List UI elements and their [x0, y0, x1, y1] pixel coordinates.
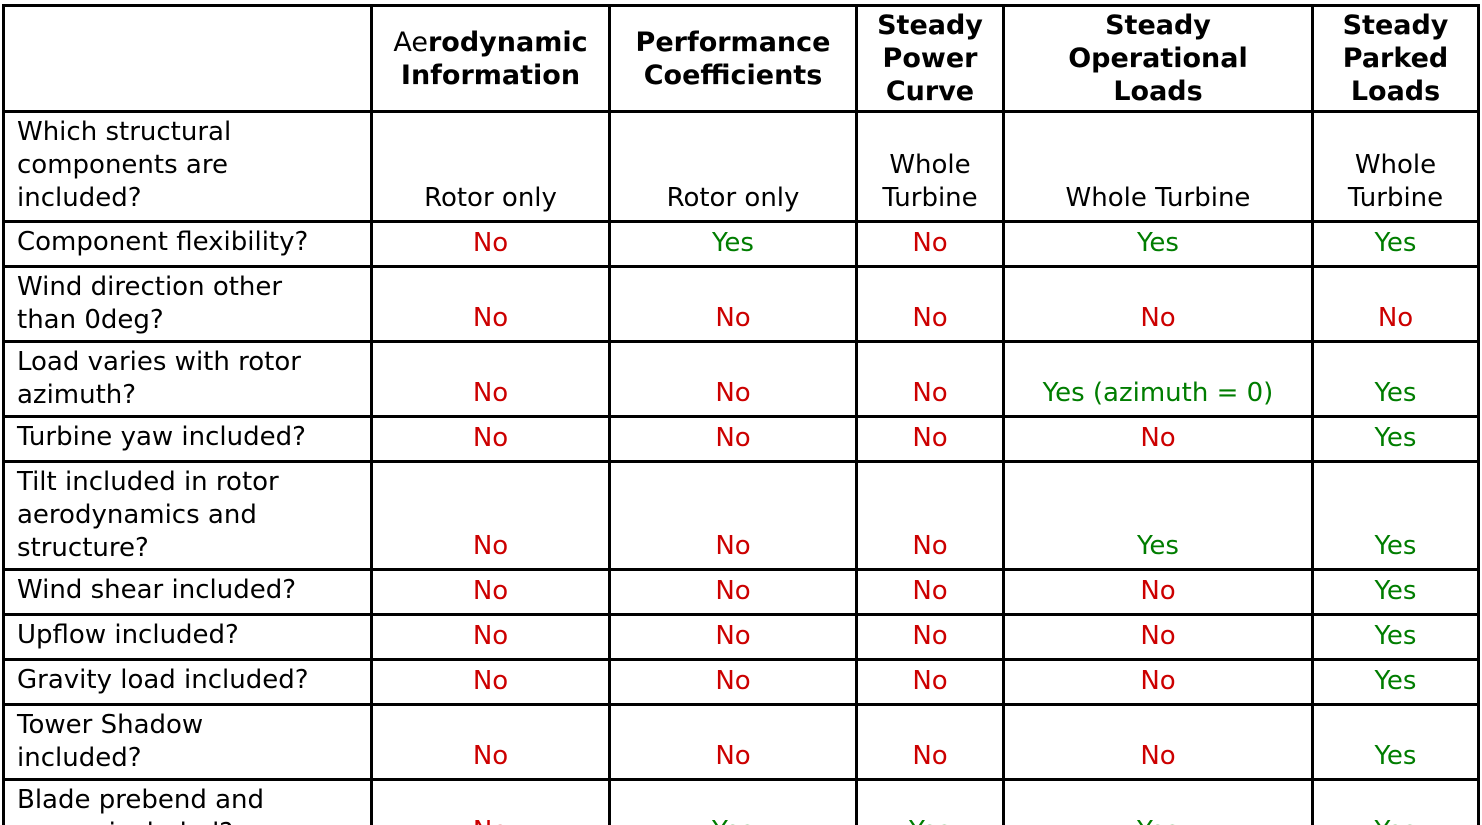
header-label: Steady Parked Loads — [1342, 10, 1449, 107]
table-row: Component flexibility? No Yes No Yes Yes — [2, 220, 1480, 268]
capability-comparison-table: Aerodynamic Information Performance Coef… — [2, 4, 1480, 825]
answer-cell: Yes — [855, 778, 1005, 825]
header-prefix: Ae — [393, 26, 428, 58]
answer-cell: Yes — [1002, 460, 1314, 571]
answer-cell: Rotor only — [370, 110, 611, 223]
answer-cell: No — [855, 658, 1005, 706]
table-row: Tilt included in rotor aerodynamics and … — [2, 460, 1480, 571]
answer-cell: No — [855, 568, 1005, 616]
corner-cell — [2, 4, 373, 113]
answer-cell: No — [370, 703, 611, 781]
answer-cell: Yes — [1002, 220, 1314, 268]
row-label: Which structural components are included… — [2, 110, 373, 223]
answer-cell: No — [370, 568, 611, 616]
table-row: Gravity load included? No No No No Yes — [2, 658, 1480, 706]
answer-cell: No — [370, 220, 611, 268]
answer-cell: No — [1311, 265, 1480, 343]
answer-cell: No — [370, 778, 611, 825]
header-label: Performance Coefficients — [635, 26, 831, 91]
column-header-performance-coefficients: Performance Coefficients — [608, 4, 858, 113]
column-header-aerodynamic-information: Aerodynamic Information — [370, 4, 611, 113]
answer-cell: Whole Turbine — [1002, 110, 1314, 223]
answer-cell: Yes — [1311, 220, 1480, 268]
answer-cell: Yes — [1311, 613, 1480, 661]
header-row: Aerodynamic Information Performance Coef… — [2, 4, 1480, 113]
answer-cell: No — [608, 568, 858, 616]
table-row: Wind shear included? No No No No Yes — [2, 568, 1480, 616]
column-header-steady-power-curve: Steady Power Curve — [855, 4, 1005, 113]
answer-cell: No — [370, 340, 611, 418]
answer-cell: No — [855, 265, 1005, 343]
answer-cell: No — [370, 265, 611, 343]
answer-cell: No — [1002, 568, 1314, 616]
answer-cell: No — [1002, 265, 1314, 343]
answer-cell: No — [855, 340, 1005, 418]
header-label: rodynamic Information — [400, 26, 588, 91]
row-label: Tilt included in rotor aerodynamics and … — [2, 460, 373, 571]
row-label: Turbine yaw included? — [2, 415, 373, 463]
row-label: Component flexibility? — [2, 220, 373, 268]
answer-cell: No — [1002, 613, 1314, 661]
row-label: Tower Shadow included? — [2, 703, 373, 781]
answer-cell: No — [370, 658, 611, 706]
answer-cell: No — [608, 340, 858, 418]
table-row: Blade prebend and sweep included? No Yes… — [2, 778, 1480, 825]
answer-cell: No — [608, 265, 858, 343]
answer-cell: Yes — [608, 220, 858, 268]
answer-cell: No — [608, 460, 858, 571]
answer-cell: No — [855, 613, 1005, 661]
row-label: Wind direction other than 0deg? — [2, 265, 373, 343]
table-row: Wind direction other than 0deg? No No No… — [2, 265, 1480, 343]
answer-cell: No — [608, 415, 858, 463]
answer-cell: Whole Turbine — [855, 110, 1005, 223]
answer-cell: Rotor only — [608, 110, 858, 223]
row-label: Gravity load included? — [2, 658, 373, 706]
column-header-steady-parked-loads: Steady Parked Loads — [1311, 4, 1480, 113]
answer-cell: Yes — [1311, 340, 1480, 418]
answer-cell: No — [855, 703, 1005, 781]
row-label: Load varies with rotor azimuth? — [2, 340, 373, 418]
header-label: Steady Power Curve — [877, 10, 983, 107]
answer-cell: Yes — [608, 778, 858, 825]
row-label: Blade prebend and sweep included? — [2, 778, 373, 825]
answer-cell: No — [608, 613, 858, 661]
table-row: Tower Shadow included? No No No No Yes — [2, 703, 1480, 781]
answer-cell: Yes — [1311, 415, 1480, 463]
header-label: Steady Operational Loads — [1068, 10, 1248, 107]
answer-cell: Yes (azimuth = 0) — [1002, 340, 1314, 418]
answer-cell: No — [370, 460, 611, 571]
answer-cell: No — [855, 415, 1005, 463]
answer-cell: Whole Turbine — [1311, 110, 1480, 223]
answer-cell: No — [1002, 415, 1314, 463]
answer-cell: No — [370, 415, 611, 463]
answer-cell: No — [855, 220, 1005, 268]
answer-cell: Yes — [1311, 460, 1480, 571]
answer-cell: No — [1002, 703, 1314, 781]
table-row: Upflow included? No No No No Yes — [2, 613, 1480, 661]
table-row: Load varies with rotor azimuth? No No No… — [2, 340, 1480, 418]
table-row: Turbine yaw included? No No No No Yes — [2, 415, 1480, 463]
answer-cell: Yes — [1311, 658, 1480, 706]
table-row: Which structural components are included… — [2, 110, 1480, 223]
answer-cell: Yes — [1311, 568, 1480, 616]
answer-cell: No — [608, 703, 858, 781]
column-header-steady-operational-loads: Steady Operational Loads — [1002, 4, 1314, 113]
answer-cell: No — [855, 460, 1005, 571]
answer-cell: Yes — [1002, 778, 1314, 825]
answer-cell: No — [608, 658, 858, 706]
answer-cell: Yes — [1311, 778, 1480, 825]
answer-cell: No — [1002, 658, 1314, 706]
answer-cell: Yes — [1311, 703, 1480, 781]
answer-cell: No — [370, 613, 611, 661]
row-label: Wind shear included? — [2, 568, 373, 616]
row-label: Upflow included? — [2, 613, 373, 661]
